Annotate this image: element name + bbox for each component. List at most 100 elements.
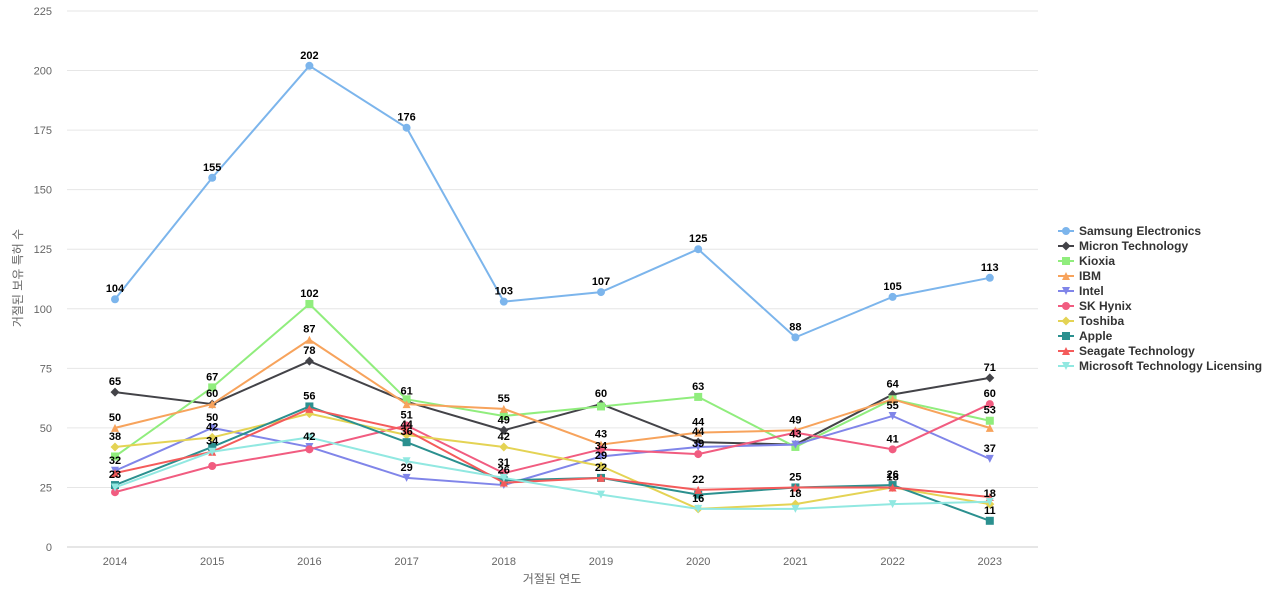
data-point[interactable] — [597, 473, 605, 482]
legend-marker — [1062, 362, 1070, 370]
data-point[interactable] — [305, 433, 314, 442]
data-label: 26 — [886, 469, 898, 481]
data-label: 60 — [595, 388, 607, 400]
legend-item[interactable]: Kioxia — [1058, 254, 1115, 268]
data-point[interactable] — [111, 295, 119, 304]
data-point[interactable] — [208, 442, 217, 451]
legend-item[interactable]: Intel — [1058, 284, 1104, 298]
data-point[interactable] — [499, 473, 508, 482]
data-point[interactable] — [499, 404, 508, 413]
data-point[interactable] — [208, 173, 217, 182]
data-point[interactable] — [402, 400, 411, 409]
data-point[interactable] — [304, 356, 314, 366]
data-point[interactable] — [597, 288, 605, 297]
data-point[interactable] — [402, 421, 411, 430]
data-point[interactable] — [305, 300, 314, 309]
data-point[interactable] — [791, 333, 800, 342]
data-point[interactable] — [694, 442, 703, 451]
legend-item[interactable]: Toshiba — [1058, 314, 1124, 328]
data-point[interactable] — [208, 462, 217, 471]
data-point[interactable] — [985, 454, 994, 463]
data-label: 42 — [498, 431, 510, 443]
data-point[interactable] — [888, 292, 897, 301]
data-point[interactable] — [694, 392, 703, 401]
legend-item[interactable]: Samsung Electronics — [1058, 224, 1201, 238]
data-point[interactable] — [597, 402, 605, 411]
data-point[interactable] — [694, 504, 703, 513]
data-point[interactable] — [791, 428, 800, 437]
data-point[interactable] — [694, 490, 703, 499]
legend-marker — [1062, 272, 1070, 280]
data-point[interactable] — [791, 483, 800, 492]
data-point[interactable] — [402, 123, 411, 132]
data-point[interactable] — [694, 485, 703, 494]
data-point[interactable] — [499, 425, 509, 435]
data-point[interactable] — [499, 478, 508, 487]
data-point[interactable] — [985, 373, 995, 383]
data-label: 34 — [595, 440, 608, 452]
data-point[interactable] — [208, 400, 217, 409]
data-point[interactable] — [985, 273, 994, 282]
data-label: 18 — [984, 488, 996, 500]
data-point[interactable] — [305, 61, 314, 70]
data-point[interactable] — [985, 516, 994, 525]
data-point[interactable] — [111, 488, 119, 497]
data-point[interactable] — [208, 447, 217, 456]
data-point[interactable] — [111, 423, 119, 432]
data-point[interactable] — [208, 383, 217, 392]
legend-item[interactable]: SK Hynix — [1058, 299, 1132, 313]
data-point[interactable] — [402, 457, 411, 466]
data-point[interactable] — [110, 442, 120, 452]
legend-marker — [1062, 332, 1070, 340]
data-point[interactable] — [111, 483, 119, 492]
data-point[interactable] — [110, 387, 120, 397]
data-point[interactable] — [111, 469, 119, 478]
data-point[interactable] — [791, 440, 800, 449]
data-point[interactable] — [888, 411, 897, 420]
legend-item[interactable]: Seagate Technology — [1058, 344, 1195, 358]
data-point[interactable] — [791, 504, 800, 513]
data-point[interactable] — [499, 442, 509, 452]
legend-label: Microsoft Technology Licensing — [1079, 359, 1262, 373]
data-point[interactable] — [402, 438, 411, 447]
data-point[interactable] — [694, 450, 703, 459]
legend-item[interactable]: IBM — [1058, 269, 1101, 283]
data-point[interactable] — [305, 404, 314, 413]
data-point[interactable] — [985, 400, 994, 409]
x-axis-title: 거절된 연도 — [523, 572, 582, 586]
data-point[interactable] — [305, 335, 314, 344]
data-label: 61 — [400, 386, 412, 398]
data-point[interactable] — [402, 473, 411, 482]
legend-item[interactable]: Apple — [1058, 329, 1113, 343]
data-point[interactable] — [207, 432, 217, 442]
data-point[interactable] — [985, 416, 994, 425]
data-point[interactable] — [694, 428, 703, 437]
series-line — [114, 303, 991, 458]
data-point[interactable] — [597, 490, 605, 499]
data-point[interactable] — [888, 483, 897, 492]
legend-item[interactable]: Micron Technology — [1058, 239, 1188, 253]
data-point[interactable] — [985, 497, 994, 506]
data-label: 26 — [498, 464, 510, 476]
legend-item[interactable]: Microsoft Technology Licensing — [1058, 359, 1262, 373]
data-label: 49 — [498, 414, 510, 426]
data-point[interactable] — [402, 395, 411, 404]
data-label: 67 — [206, 371, 218, 383]
data-point[interactable] — [694, 245, 703, 254]
data-point[interactable] — [597, 445, 605, 454]
data-point[interactable] — [888, 500, 897, 509]
data-point[interactable] — [985, 423, 994, 432]
data-point[interactable] — [597, 452, 605, 461]
data-point[interactable] — [888, 445, 897, 454]
data-point[interactable] — [402, 426, 411, 435]
data-point[interactable] — [305, 445, 314, 454]
data-label: 55 — [498, 393, 510, 405]
data-point[interactable] — [888, 395, 897, 404]
data-point[interactable] — [499, 411, 508, 420]
data-point[interactable] — [111, 452, 119, 461]
legend-label: Intel — [1079, 284, 1104, 298]
data-point[interactable] — [596, 461, 606, 471]
data-point[interactable] — [208, 423, 217, 432]
data-point[interactable] — [499, 297, 508, 306]
